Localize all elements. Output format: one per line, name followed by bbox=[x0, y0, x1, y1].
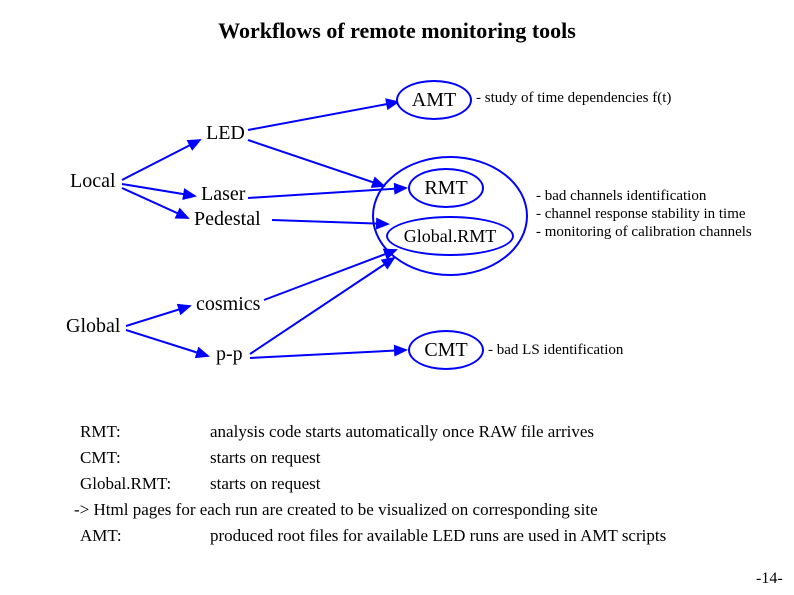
note-cmt: - bad LS identification bbox=[488, 342, 623, 359]
node-amt: AMT bbox=[396, 80, 472, 120]
arrow bbox=[248, 102, 398, 130]
page-number: -14- bbox=[756, 570, 783, 588]
arrow bbox=[122, 184, 195, 196]
arrow bbox=[126, 306, 190, 326]
label-pedestal: Pedestal bbox=[194, 208, 261, 231]
node-rmt-label: RMT bbox=[424, 177, 467, 200]
label-global: Global bbox=[66, 315, 120, 338]
node-globalrmt: Global.RMT bbox=[386, 216, 514, 256]
legend-row: RMT: analysis code starts automatically … bbox=[80, 422, 666, 442]
arrow bbox=[264, 250, 396, 300]
label-laser: Laser bbox=[201, 183, 245, 206]
arrow bbox=[248, 140, 384, 186]
label-cosmics: cosmics bbox=[196, 293, 260, 316]
arrow bbox=[250, 258, 394, 354]
note-rmt-l3: - monitoring of calibration channels bbox=[536, 224, 752, 241]
legend-key-grmt: Global.RMT: bbox=[80, 474, 210, 494]
arrow bbox=[250, 350, 406, 358]
arrow bbox=[122, 140, 200, 180]
node-amt-label: AMT bbox=[412, 89, 456, 112]
node-rmt: RMT bbox=[408, 168, 484, 208]
legend-val-rmt: analysis code starts automatically once … bbox=[210, 422, 594, 442]
legend-key-amt: AMT: bbox=[80, 526, 210, 546]
legend-key-cmt: CMT: bbox=[80, 448, 210, 468]
node-cmt: CMT bbox=[408, 330, 484, 370]
label-pp: p-p bbox=[216, 343, 243, 366]
legend-row: CMT: starts on request bbox=[80, 448, 666, 468]
arrow bbox=[126, 330, 208, 356]
note-amt: - study of time dependencies f(t) bbox=[476, 90, 671, 107]
legend-row: Global.RMT: starts on request bbox=[80, 474, 666, 494]
label-led: LED bbox=[206, 122, 245, 145]
note-rmt-l2: - channel response stability in time bbox=[536, 206, 746, 223]
legend-val-grmt: starts on request bbox=[210, 474, 320, 494]
node-globalrmt-label: Global.RMT bbox=[404, 226, 497, 247]
legend: RMT: analysis code starts automatically … bbox=[80, 422, 666, 552]
arrow bbox=[272, 220, 388, 224]
legend-val-amt: produced root files for available LED ru… bbox=[210, 526, 666, 546]
legend-row: AMT: produced root files for available L… bbox=[80, 526, 666, 546]
legend-line4: -> Html pages for each run are created t… bbox=[74, 500, 666, 520]
node-cmt-label: CMT bbox=[424, 339, 467, 362]
legend-key-rmt: RMT: bbox=[80, 422, 210, 442]
legend-val-cmt: starts on request bbox=[210, 448, 320, 468]
note-rmt-l1: - bad channels identification bbox=[536, 188, 706, 205]
label-local: Local bbox=[70, 170, 116, 193]
